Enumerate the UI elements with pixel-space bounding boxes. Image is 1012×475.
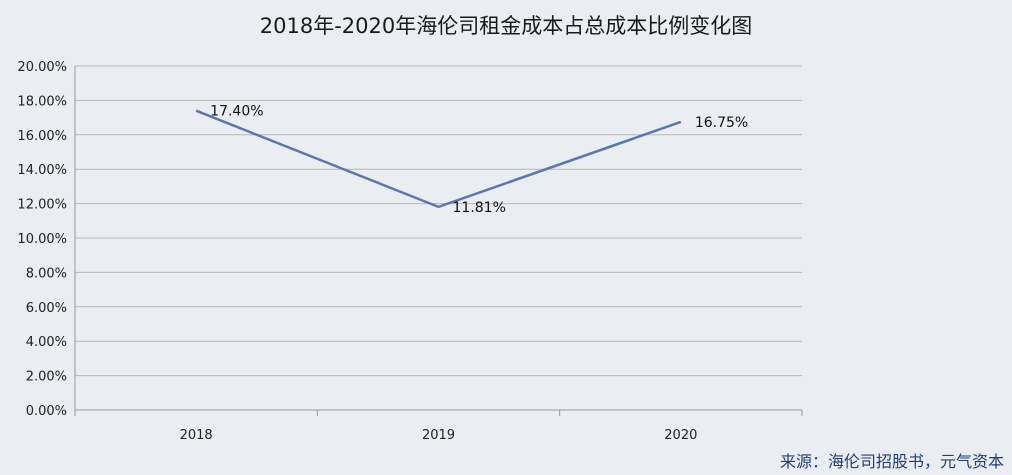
source-note: 来源：海伦司招股书，元气资本 <box>779 452 1004 471</box>
series-line <box>195 109 682 209</box>
y-tick-label: 14.00% <box>17 163 67 178</box>
y-tick-label: 2.00% <box>26 370 67 385</box>
y-tick-label: 20.00% <box>17 60 67 75</box>
data-label: 11.81% <box>453 200 506 216</box>
y-tick-label: 12.00% <box>17 198 67 213</box>
x-tick-label: 2020 <box>664 428 697 443</box>
y-tick-label: 6.00% <box>26 301 67 316</box>
chart-title: 2018年-2020年海伦司租金成本占总成本比例变化图 <box>259 14 753 38</box>
y-tick-label: 16.00% <box>17 129 67 144</box>
y-tick-label: 10.00% <box>17 232 67 247</box>
data-label: 17.40% <box>210 104 263 120</box>
data-label: 16.75% <box>695 115 748 131</box>
y-tick-label: 18.00% <box>17 94 67 109</box>
y-tick-label: 8.00% <box>26 266 67 281</box>
x-tick-label: 2018 <box>180 428 213 443</box>
y-tick-label: 0.00% <box>26 404 67 419</box>
y-tick-label: 4.00% <box>26 335 67 350</box>
x-tick-label: 2019 <box>422 428 455 443</box>
